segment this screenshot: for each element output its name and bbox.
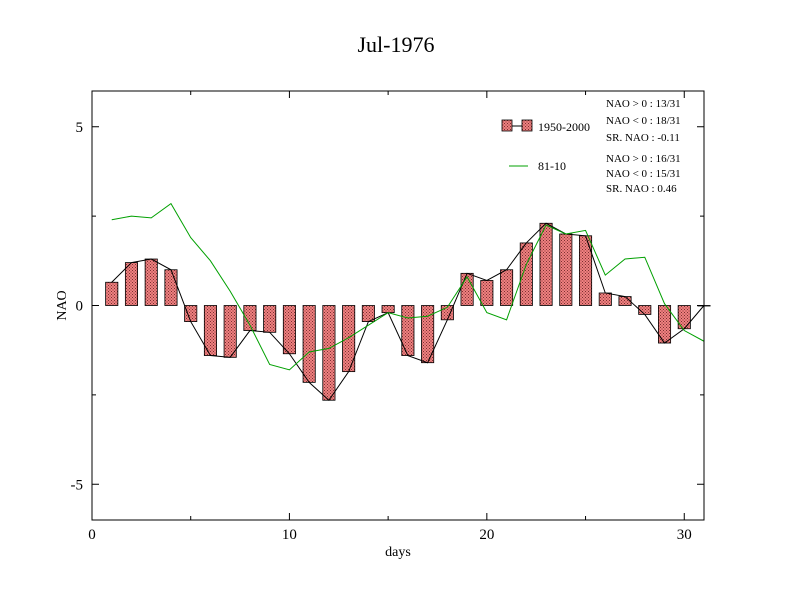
x-tick-label: 0 [88, 527, 96, 543]
bar [381, 305, 395, 314]
bar [519, 242, 533, 306]
bar [480, 280, 494, 306]
bar [302, 305, 316, 383]
y-tick-label: 5 [76, 120, 84, 136]
stat-positive-8110: NAO > 0 : 16/31 [606, 153, 681, 165]
bar [500, 269, 514, 306]
x-tick-label: 20 [479, 527, 494, 543]
y-tick-label: 0 [76, 299, 84, 315]
x-tick-label: 10 [282, 527, 297, 543]
bar [559, 233, 573, 306]
bar [401, 305, 415, 356]
stat-negative-1950: NAO < 0 : 18/31 [606, 115, 681, 127]
bar [282, 305, 296, 355]
series-line-1950-2000 [111, 222, 705, 401]
bar [164, 269, 178, 306]
bar [184, 305, 198, 322]
legend-label-81-10: 81-10 [538, 159, 566, 173]
y-tick-label: -5 [71, 477, 84, 493]
legend-swatch-1950-2000 [501, 119, 513, 132]
bar [144, 258, 158, 306]
bar [579, 235, 593, 306]
bar [105, 281, 119, 306]
x-tick-label: 30 [677, 527, 692, 543]
legend-label-1950-2000: 1950-2000 [538, 120, 590, 134]
stat-sr-1950: SR. NAO : -0.11 [606, 132, 680, 144]
stat-sr-8110: SR. NAO : 0.46 [606, 183, 677, 195]
x-axis-label: days [385, 545, 411, 560]
bar [322, 305, 336, 401]
chart-title: Jul-1976 [357, 32, 435, 57]
bar [223, 305, 237, 358]
bar [539, 222, 553, 306]
legend-swatch-1950-2000 [521, 119, 533, 132]
plot-frame [91, 90, 705, 521]
bar [598, 292, 612, 306]
bar [124, 262, 139, 306]
stat-negative-8110: NAO < 0 : 15/31 [606, 168, 681, 180]
bar [263, 305, 277, 333]
series-line-81-10 [111, 202, 705, 371]
bar [460, 272, 474, 306]
y-axis-label: NAO [55, 290, 70, 320]
stat-positive-1950: NAO > 0 : 13/31 [606, 98, 681, 110]
